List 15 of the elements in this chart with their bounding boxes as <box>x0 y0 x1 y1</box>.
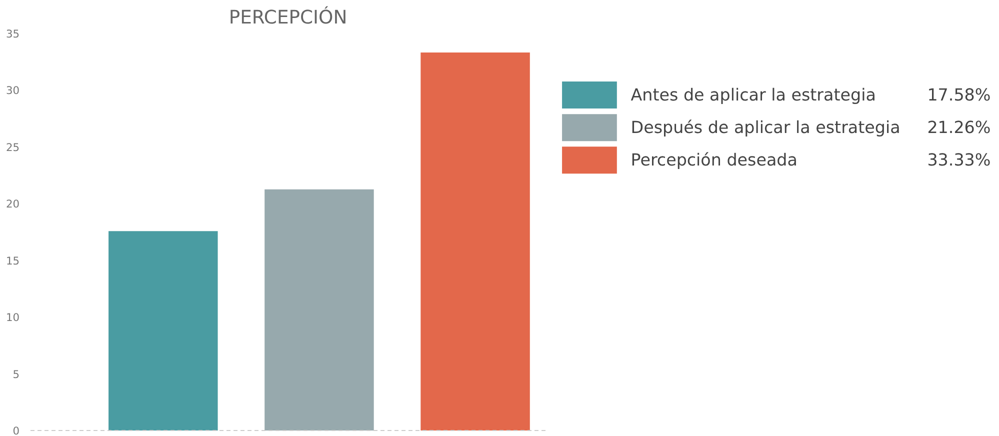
legend-label: Percepción deseada <box>630 150 798 170</box>
legend-label: Después de aplicar la estrategia <box>630 118 900 138</box>
y-tick-label: 20 <box>6 198 20 211</box>
text: 21.26% <box>927 118 991 138</box>
y-tick-label: 10 <box>6 311 20 324</box>
chart-title: PERCEPCIÓN <box>228 6 348 28</box>
y-tick-label: 25 <box>6 140 20 154</box>
y-tick-label: 5 <box>12 368 20 381</box>
legend-label: Antes de aplicar la estrategia <box>630 86 876 105</box>
y-tick-label: 15 <box>6 254 20 268</box>
text: 33.33% <box>927 150 991 170</box>
y-tick-label: 0 <box>12 424 20 436</box>
text: 17.58% <box>927 86 991 105</box>
y-tick-label: 35 <box>6 28 20 40</box>
y-tick-label: 30 <box>6 84 20 98</box>
